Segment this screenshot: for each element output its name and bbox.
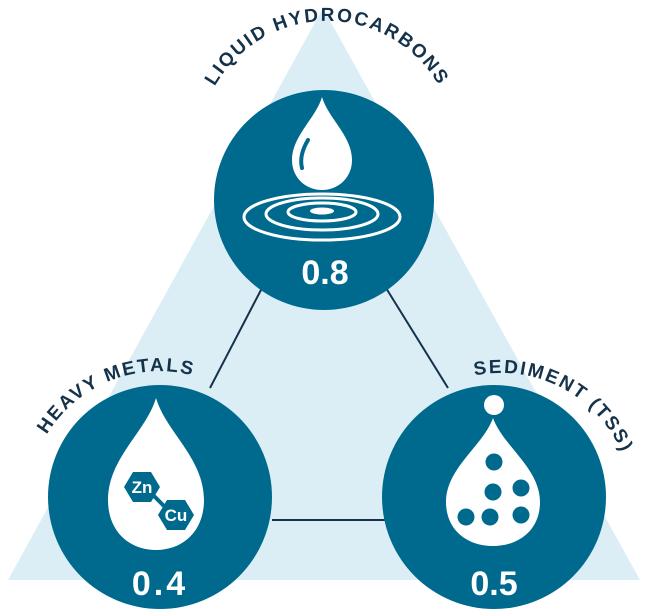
connector-top-right — [385, 287, 449, 389]
node-circle-top — [214, 90, 434, 310]
chem-copper-label: Cu — [165, 506, 188, 525]
water-drop-ripple-icon — [242, 97, 402, 242]
value-sediment: 0.5 — [470, 565, 517, 603]
node-sediment: SEDIMENT (TSS) 0.5 — [382, 357, 635, 609]
value-heavy-metals: 0.4 — [132, 565, 188, 603]
copper-hexagon — [158, 500, 194, 530]
chem-zinc-label: Zn — [132, 478, 153, 497]
sediment-drop-icon — [446, 395, 540, 546]
zinc-hexagon — [124, 472, 160, 502]
metal-drop-icon: Zn Cu — [108, 398, 204, 550]
value-liquid-hydrocarbons: 0.8 — [301, 254, 348, 292]
connector-top-left — [209, 287, 263, 389]
connector-lines — [209, 287, 449, 521]
node-heavy-metals: HEAVY METALS Zn Cu 0.4 — [33, 355, 272, 609]
